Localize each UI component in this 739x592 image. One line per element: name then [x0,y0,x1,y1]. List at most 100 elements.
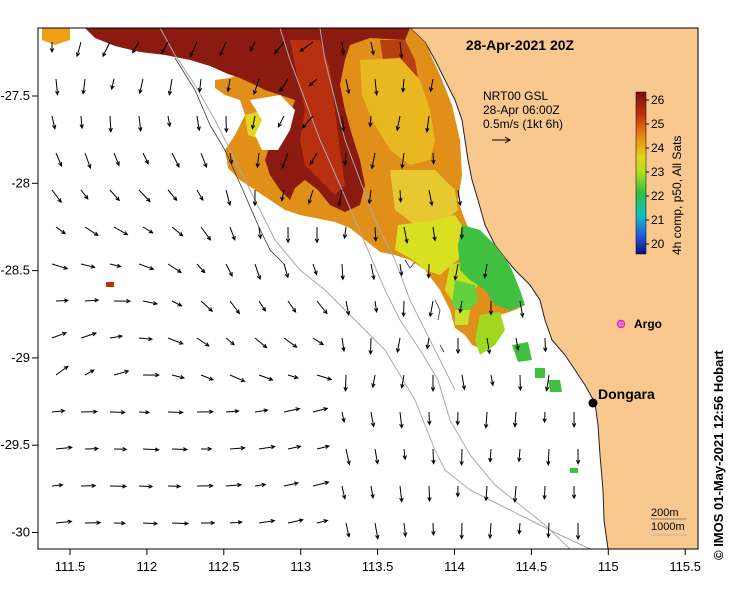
current-arrow [370,152,376,170]
current-arrow [458,300,463,314]
colorbar-tick-label: 20 [651,237,665,251]
vector-legend-model: NRT00 GSL [483,89,548,103]
current-arrow [515,337,520,351]
current-arrow [337,189,343,207]
colorbar-tick-label: 26 [651,93,665,107]
current-arrow [142,521,159,526]
current-arrow [459,522,464,540]
current-arrow [196,483,214,489]
current-arrow [84,298,100,303]
current-arrow [255,152,261,169]
current-arrow [109,484,128,489]
current-arrow [287,374,300,380]
current-arrow [273,41,285,55]
y-tick-label: -29.5 [0,437,30,452]
vector-legend-scale: 0.5m/s (1kt 6h) [483,117,563,131]
current-arrow [167,263,183,274]
current-arrow [224,115,229,134]
current-arrow [196,189,204,202]
current-arrow [283,337,298,348]
current-arrow [110,78,115,91]
current-arrow [345,300,351,316]
x-tick-label: 115 [598,559,619,574]
current-arrow [225,189,232,207]
current-arrow [341,411,346,423]
current-arrow [113,447,128,452]
current-arrow [398,189,403,203]
current-arrow [102,41,111,58]
current-arrow [343,374,348,392]
current-arrow [428,189,434,207]
current-arrow [490,374,495,387]
current-arrow [455,338,461,355]
current-arrow [226,78,231,93]
current-arrow [285,226,291,244]
current-arrow [517,448,522,463]
current-arrow [400,152,405,170]
current-arrow [395,115,401,132]
current-arrow [138,410,151,415]
current-arrow [307,189,314,205]
current-arrow [283,407,301,413]
argo-float: Argo [616,317,662,331]
current-arrow [486,337,492,355]
colorbar-tick-label: 24 [651,141,665,155]
current-arrow [84,152,92,170]
current-arrow [483,411,489,429]
current-arrow [80,332,98,339]
current-arrow [171,226,184,237]
y-tick-label: -27.5 [0,88,30,103]
current-arrow [113,152,120,167]
map-title: 28-Apr-2021 20Z [466,37,575,53]
current-arrow [196,409,215,415]
current-arrow [200,152,208,169]
current-arrow [229,374,246,382]
vector-legend-time: 28-Apr 06:00Z [483,103,560,117]
current-arrow [200,520,216,526]
current-arrow [167,78,173,96]
colorbar-label: 4h comp, p50, All Sats [670,136,684,255]
current-arrow [49,42,55,54]
current-arrow [431,448,436,465]
y-tick-label: -28.5 [0,263,30,278]
current-arrow [374,78,379,96]
current-arrow [542,411,547,424]
current-arrow [167,337,184,345]
current-arrow [367,189,372,205]
current-arrow [277,115,285,128]
current-arrow [571,411,577,428]
plot-frame [37,27,699,550]
current-arrow [196,337,210,347]
current-arrow [543,337,548,353]
current-arrow [546,522,551,539]
current-arrow [483,263,488,279]
current-arrow [229,445,246,451]
current-arrow [225,337,235,346]
current-arrow [51,263,69,270]
colorbar-tick-label: 25 [651,117,665,131]
current-arrow [142,152,149,165]
current-arrow [84,226,99,237]
current-arrow [51,331,68,339]
current-arrow [340,41,346,56]
current-arrow [113,298,132,304]
current-arrow [395,337,401,354]
current-arrow [427,411,432,426]
current-arrow [138,484,154,489]
current-arrow [426,263,431,279]
current-arrow [142,226,154,234]
current-arrow [229,300,241,315]
current-arrow [51,115,57,130]
current-arrow [370,485,375,500]
current-arrow [200,446,213,452]
current-arrow [55,519,73,524]
current-arrow [171,447,189,452]
current-arrow [368,337,373,356]
current-arrow [427,485,432,503]
current-arrow [299,41,314,52]
current-arrow [51,483,64,488]
current-arrow [316,300,328,315]
current-arrow [51,408,66,414]
current-arrow [228,152,234,165]
current-arrow [431,522,436,537]
